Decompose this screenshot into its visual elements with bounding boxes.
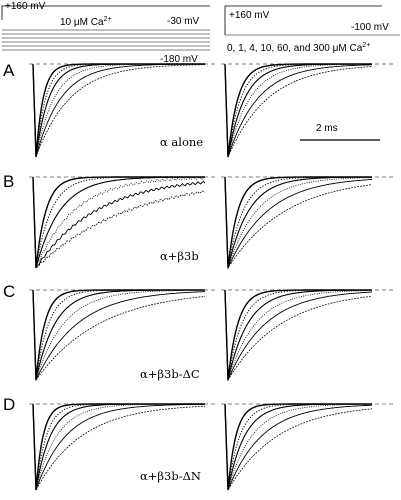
trace-b-right-2 bbox=[224, 176, 372, 269]
traces-a-left bbox=[29, 63, 218, 158]
trace-b-left-5 bbox=[32, 176, 206, 269]
protocol-right: +160 mV -100 mV 0, 1, 4, 10, 60, and 300… bbox=[224, 5, 400, 54]
trace-b-left-4 bbox=[32, 176, 206, 269]
trace-c-left-4 bbox=[32, 289, 205, 381]
panel-letter-b: B bbox=[3, 172, 14, 191]
trace-d-right-1 bbox=[224, 403, 372, 491]
trace-c-right-3 bbox=[224, 289, 372, 381]
trace-c-right-5 bbox=[224, 289, 373, 381]
trace-b-right-3 bbox=[224, 176, 372, 269]
trace-a-right-6 bbox=[224, 63, 373, 158]
protocol-left-step bbox=[1, 5, 210, 20]
traces-b-left bbox=[29, 176, 218, 269]
trace-d-right-2 bbox=[224, 403, 372, 491]
trace-c-right-1 bbox=[224, 289, 372, 381]
protocol-left-levels bbox=[2, 29, 210, 51]
protocol-left-v-bottom: -180 mV bbox=[160, 54, 198, 65]
panel-label-a: α alone bbox=[160, 135, 203, 149]
protocol-left: +160 mV 10 μM Ca2+ -30 mV -180 mV bbox=[1, 1, 210, 65]
trace-a-right-5 bbox=[224, 63, 372, 158]
trace-b-right-4 bbox=[224, 176, 372, 269]
traces-c-right bbox=[221, 289, 395, 382]
panel-label-d: α+β3b-ΔN bbox=[140, 469, 201, 483]
trace-a-left-5 bbox=[32, 63, 205, 158]
trace-b-right-1 bbox=[224, 176, 372, 269]
trace-d-right-4 bbox=[224, 403, 372, 491]
traces-d-right bbox=[221, 403, 395, 492]
protocol-right-step bbox=[224, 5, 382, 35]
scale-bar-label: 2 ms bbox=[316, 123, 338, 134]
trace-b-left-3 bbox=[32, 176, 205, 269]
panel-letter-c: C bbox=[3, 282, 15, 301]
trace-a-right-1 bbox=[224, 63, 372, 158]
trace-d-left-4 bbox=[32, 403, 205, 491]
traces-d-left bbox=[29, 403, 218, 492]
panel-letter-d: D bbox=[3, 395, 15, 414]
trace-d-right-3 bbox=[224, 403, 372, 491]
trace-c-left-6 bbox=[32, 289, 206, 382]
trace-d-right-6 bbox=[224, 403, 373, 492]
protocol-right-concentrations: 0, 1, 4, 10, 60, and 300 μM Ca2+ bbox=[227, 42, 370, 54]
protocol-left-concentration: 10 μM Ca2+ bbox=[60, 16, 112, 28]
trace-b-right-5 bbox=[224, 176, 373, 269]
protocol-right-v-top: +160 mV bbox=[229, 10, 270, 21]
trace-d-right-5 bbox=[224, 403, 373, 491]
panel-letter-a: A bbox=[3, 61, 15, 80]
traces-a-right bbox=[221, 63, 395, 158]
traces-b-right bbox=[221, 176, 395, 270]
scale-bar: 2 ms bbox=[300, 123, 380, 141]
trace-b-left-6 bbox=[32, 176, 206, 269]
panel-label-b: α+β3b bbox=[160, 249, 199, 263]
protocol-left-v-mid: -30 mV bbox=[167, 16, 200, 27]
protocol-left-v-top: +160 mV bbox=[5, 1, 46, 12]
panel-label-c: α+β3b-ΔC bbox=[140, 367, 200, 381]
trace-c-left-5 bbox=[32, 289, 206, 381]
protocol-right-v-hold: -100 mV bbox=[351, 22, 389, 33]
trace-a-right-4 bbox=[224, 63, 372, 158]
trace-c-left-3 bbox=[32, 289, 205, 381]
trace-d-left-5 bbox=[32, 403, 205, 491]
trace-a-left-6 bbox=[32, 63, 206, 158]
trace-a-right-2 bbox=[224, 63, 372, 158]
traces-c-left bbox=[29, 289, 218, 382]
trace-c-right-4 bbox=[224, 289, 372, 381]
trace-d-left-6 bbox=[32, 403, 206, 492]
trace-layer bbox=[29, 63, 395, 492]
